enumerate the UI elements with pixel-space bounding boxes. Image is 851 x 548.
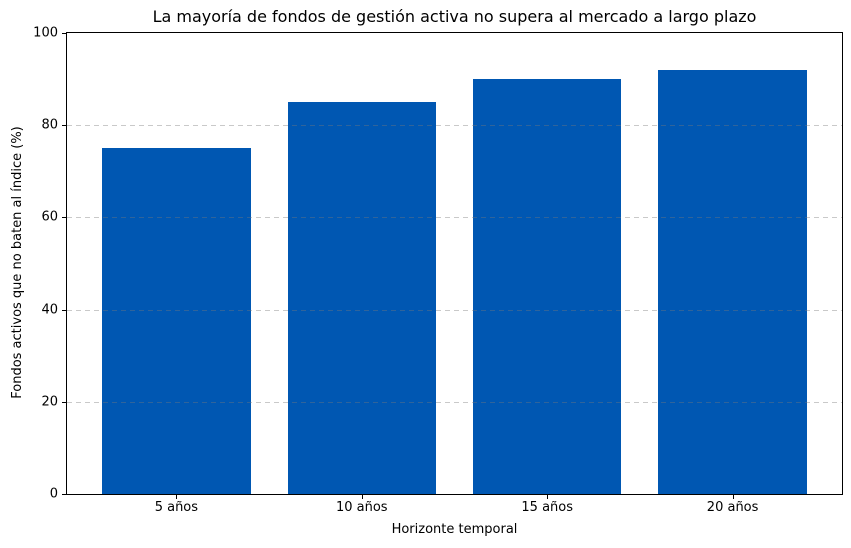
x-tick-label-20-años: 20 años [706, 500, 759, 515]
y-tick-label-20: 20 [41, 394, 58, 410]
bar-20-años [658, 69, 807, 494]
y-tick-label-40: 40 [41, 302, 58, 318]
x-axis-label: Horizonte temporal [391, 522, 518, 537]
y-tick-label-0: 0 [49, 486, 58, 502]
chart-title: La mayoría de fondos de gestión activa n… [152, 7, 757, 26]
x-tick-label-10-años: 10 años [335, 500, 388, 515]
y-tick-mark-0 [62, 494, 66, 495]
y-tick-mark-100 [62, 33, 66, 34]
gridline-60 [67, 217, 842, 219]
x-tick-label-15-años: 15 años [521, 500, 574, 515]
x-tick-mark-2 [361, 495, 363, 499]
plot-area: 0 20 40 60 80 100 5 años 10 años 15 años 20 años [33, 26, 843, 515]
y-tick-label-80: 80 [41, 117, 58, 133]
x-tick-mark-1 [176, 495, 178, 499]
x-tick-mark-3 [547, 495, 549, 499]
y-tick-label-60: 60 [41, 209, 58, 225]
bar-5-años [102, 148, 251, 494]
y-tick-mark-80 [62, 125, 66, 127]
y-tick-label-100: 100 [33, 25, 58, 41]
y-axis-label-wrap: Fondos activos que no baten al índice (%… [2, 32, 32, 493]
gridline-80 [67, 125, 842, 127]
x-tick-label-5-años: 5 años [154, 500, 199, 515]
bar-10-años [287, 102, 436, 494]
x-tick-mark-4 [732, 495, 734, 499]
y-axis-label: Fondos activos que no baten al índice (%… [9, 126, 25, 399]
y-tick-mark-20 [62, 401, 66, 403]
y-tick-mark-40 [62, 309, 66, 311]
y-tick-mark-60 [62, 217, 66, 219]
gridline-20 [67, 401, 842, 403]
gridline-40 [67, 309, 842, 311]
bar-15-años [473, 79, 622, 494]
